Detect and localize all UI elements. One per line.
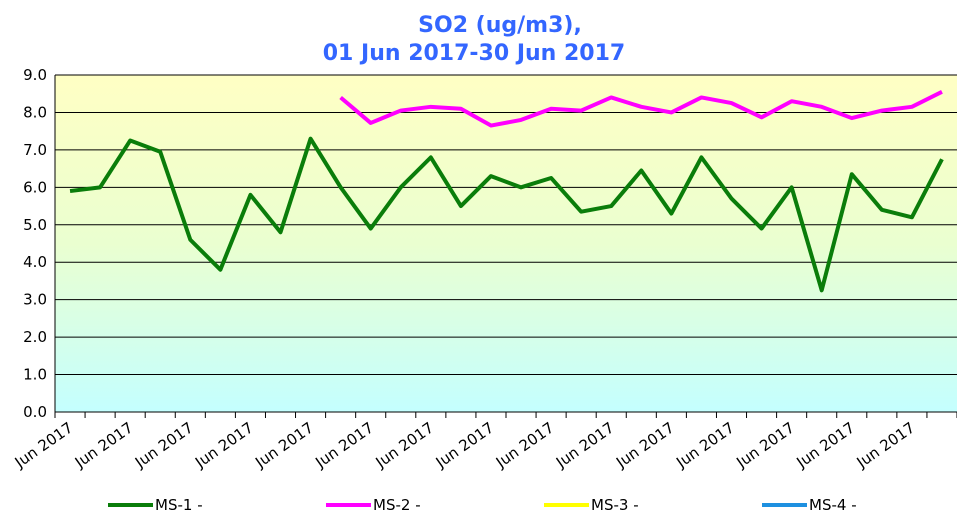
x-tick-label: Jun 2017: [372, 419, 438, 472]
y-tick-label: 1.0: [23, 366, 47, 384]
y-tick-label: 0.0: [23, 403, 47, 421]
x-tick-label: Jun 2017: [672, 419, 738, 472]
x-tick-label: Jun 2017: [131, 419, 197, 472]
x-tick-label: Jun 2017: [191, 419, 257, 472]
x-tick-label: Jun 2017: [71, 419, 137, 472]
legend-label: MS-1 -: [155, 496, 203, 514]
x-tick-label: Jun 2017: [853, 419, 919, 472]
x-tick-label: Jun 2017: [11, 419, 77, 472]
chart-subtitle: 01 Jun 2017-30 Jun 2017: [323, 41, 625, 66]
x-tick-label: Jun 2017: [732, 419, 798, 472]
x-tick-label: Jun 2017: [552, 419, 618, 472]
y-tick-label: 9.0: [23, 66, 47, 84]
y-tick-label: 8.0: [23, 103, 47, 121]
x-tick-label: Jun 2017: [311, 419, 377, 472]
series-line: [69, 136, 944, 293]
y-tick-label: 6.0: [23, 178, 47, 196]
y-tick-label: 4.0: [23, 253, 47, 271]
y-tick-label: 2.0: [23, 328, 47, 346]
y-tick-label: 7.0: [23, 141, 47, 159]
x-tick-label: Jun 2017: [793, 419, 859, 472]
x-tick-label: Jun 2017: [612, 419, 678, 472]
plot-area: [55, 75, 957, 412]
legend-label: MS-2 -: [373, 496, 421, 514]
series-line: [339, 90, 943, 128]
x-tick-label: Jun 2017: [492, 419, 558, 472]
x-tick-label: Jun 2017: [432, 419, 498, 472]
legend-label: MS-3 -: [591, 496, 639, 514]
y-tick-label: 5.0: [23, 216, 47, 234]
legend-label: MS-4 -: [809, 496, 857, 514]
y-tick-label: 3.0: [23, 291, 47, 309]
x-tick-label: Jun 2017: [251, 419, 317, 472]
chart-title: SO2 (ug/m3),: [418, 13, 582, 38]
